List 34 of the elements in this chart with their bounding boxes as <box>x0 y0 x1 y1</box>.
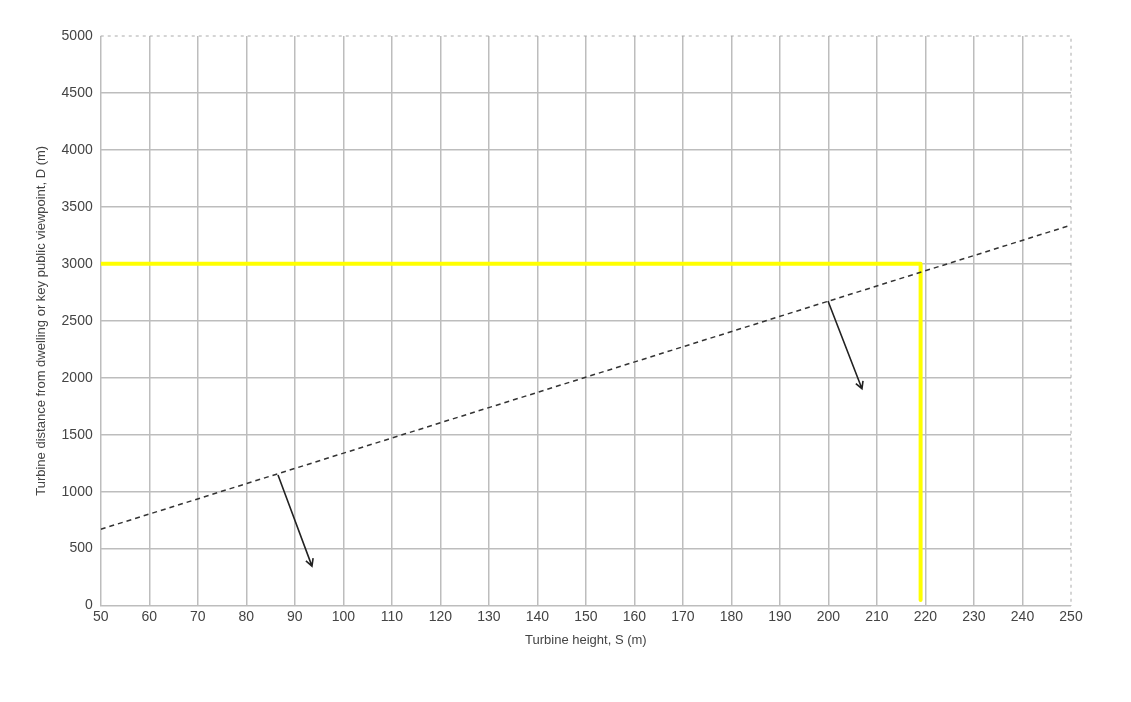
y-tick-label: 0 <box>84 596 93 613</box>
y-tick-label: 4000 <box>61 140 93 157</box>
x-tick-label: 150 <box>574 607 598 624</box>
x-tick-label: 70 <box>189 607 206 624</box>
x-tick-label: 250 <box>1059 607 1083 624</box>
y-tick-label: 4500 <box>61 83 93 100</box>
x-axis-title: Turbine height, S (m) <box>525 631 647 647</box>
x-tick-label: 210 <box>865 607 889 624</box>
y-tick-label: 1500 <box>61 425 93 442</box>
x-tick-label: 50 <box>92 607 109 624</box>
x-tick-label: 230 <box>962 607 986 624</box>
x-tick-label: 110 <box>380 607 404 624</box>
y-tick-label: 5000 <box>61 26 93 43</box>
y-tick-label: 500 <box>69 539 93 556</box>
y-tick-label: 1000 <box>61 482 93 499</box>
x-tick-label: 200 <box>816 607 841 624</box>
x-tick-label: 90 <box>287 607 303 624</box>
x-tick-label: 60 <box>141 607 158 624</box>
y-tick-label: 3500 <box>61 197 93 214</box>
x-tick-label: 130 <box>477 607 501 624</box>
x-tick-label: 160 <box>622 607 647 624</box>
x-tick-label: 220 <box>913 607 938 624</box>
x-tick-label: 170 <box>671 607 695 624</box>
x-tick-label: 80 <box>238 607 255 624</box>
x-tick-label: 240 <box>1010 607 1035 624</box>
x-tick-label: 100 <box>331 607 356 624</box>
x-tick-label: 120 <box>428 607 453 624</box>
y-tick-label: 2500 <box>61 311 93 328</box>
x-tick-label: 140 <box>525 607 550 624</box>
y-axis-title: Turbine distance from dwelling or key public viewpoint, D (m) <box>33 145 49 496</box>
y-tick-label: 2000 <box>61 368 93 385</box>
y-tick-label: 3000 <box>61 254 93 271</box>
x-tick-label: 180 <box>719 607 744 624</box>
x-tick-label: 190 <box>768 607 792 624</box>
